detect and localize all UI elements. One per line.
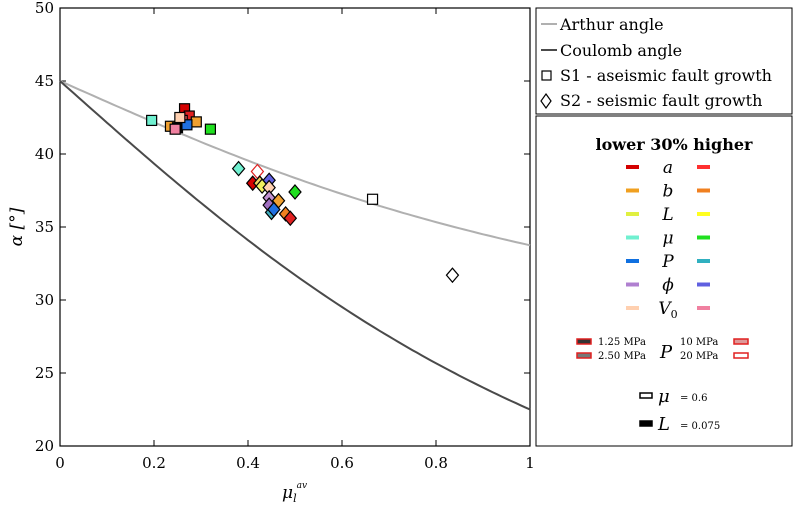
data-point — [190, 116, 202, 128]
y-tick-label: 50 — [35, 0, 54, 17]
y-tick-label: 40 — [35, 145, 54, 163]
legend-arthur-label: Arthur angle — [559, 15, 664, 34]
y-tick-label: 25 — [35, 364, 54, 382]
y-tick-label: 30 — [35, 291, 54, 309]
sub-legend-higher-swatch — [697, 282, 710, 287]
mu-note-value: = 0.6 — [680, 393, 707, 404]
point-s2 — [445, 267, 460, 284]
axis-ticks: 0 0.2 0.4 0.6 0.8 1 20 25 30 35 40 45 50 — [35, 0, 535, 472]
x-tick-label: 0.8 — [424, 454, 448, 472]
sub-legend-higher-swatch — [697, 165, 710, 169]
data-point — [231, 160, 246, 177]
sub-legend-higher-swatch — [697, 188, 710, 193]
sub-legend-title: lower 30% higher — [596, 135, 753, 154]
pressure-swatch-4 — [733, 352, 749, 359]
x-tick-label: 1 — [525, 454, 535, 472]
x-tick-label: 0 — [55, 454, 65, 472]
sub-legend-box — [535, 115, 793, 447]
y-axis-title: α [°] — [7, 207, 27, 246]
sub-legend-higher-swatch — [697, 259, 710, 263]
legend-s1-square-icon — [541, 70, 552, 81]
pressure-label-2: 2.50 MPa — [598, 351, 646, 362]
sub-legend-lower-swatch — [626, 282, 639, 287]
x-tick-label: 0.4 — [236, 454, 260, 472]
data-points — [146, 103, 460, 284]
curves — [59, 80, 531, 411]
pressure-label-1: 1.25 MPa — [598, 337, 646, 348]
curve-arthur — [59, 80, 531, 247]
y-tick-label: 20 — [35, 437, 54, 455]
sub-legend-lower-swatch — [626, 165, 639, 169]
data-point — [181, 119, 193, 131]
L-note-symbol: L — [657, 414, 670, 435]
point-s1 — [366, 193, 379, 205]
legend-s2-diamond-icon — [540, 92, 552, 110]
data-point — [271, 192, 286, 209]
pressure-swatch-3 — [733, 338, 749, 345]
data-point — [283, 210, 298, 227]
pressure-swatch-1 — [576, 338, 592, 345]
pressure-swatch-2 — [576, 352, 592, 359]
data-point — [146, 114, 158, 127]
x-axis-title: μlav — [282, 481, 307, 505]
pressure-legend: 1.25 MPa 2.50 MPa P 10 MPa 20 MPa — [576, 337, 749, 363]
curve-coulomb — [59, 80, 531, 411]
legend-s1-label: S1 - aseismic fault growth — [560, 66, 772, 85]
sub-legend-higher-swatch — [697, 235, 710, 240]
data-point — [288, 184, 302, 200]
sub-legend-symbol: L — [661, 205, 673, 225]
sub-legend-higher-swatch — [697, 306, 710, 310]
data-point — [169, 123, 181, 135]
legend-box — [535, 7, 793, 115]
pressure-label-4: 20 MPa — [680, 351, 718, 362]
mu-note-swatch — [639, 392, 653, 399]
sub-legend-symbol: μ — [662, 229, 673, 249]
L-note-value: = 0.075 — [680, 421, 720, 432]
plot-frame — [59, 7, 531, 447]
sub-legend-lower-swatch — [626, 306, 639, 310]
sub-legend-symbol: a — [663, 158, 673, 178]
mu-note-symbol: μ — [658, 386, 670, 407]
sub-legend-lower-swatch — [626, 212, 639, 216]
data-point — [204, 123, 216, 135]
sub-legend-symbol: ϕ — [662, 276, 674, 296]
sub-legend-symbol: P — [661, 252, 674, 272]
y-tick-label: 45 — [35, 72, 54, 90]
sub-legend-lower-swatch — [626, 259, 639, 263]
sub-legend-higher-swatch — [697, 212, 710, 216]
pressure-label-3: 10 MPa — [680, 337, 718, 348]
legend-coulomb-label: Coulomb angle — [560, 41, 682, 60]
y-tick-label: 35 — [35, 218, 54, 236]
data-point — [174, 111, 186, 124]
pressure-symbol: P — [659, 342, 673, 363]
L-note-swatch — [639, 420, 653, 427]
legend-s2-label: S2 - seismic fault growth — [560, 91, 762, 110]
sub-legend-lower-swatch — [626, 235, 639, 240]
x-tick-label: 0.6 — [330, 454, 354, 472]
sub-legend-symbol: b — [663, 182, 674, 202]
sub-legend-lower-swatch — [626, 188, 639, 193]
x-tick-label: 0.2 — [142, 454, 166, 472]
